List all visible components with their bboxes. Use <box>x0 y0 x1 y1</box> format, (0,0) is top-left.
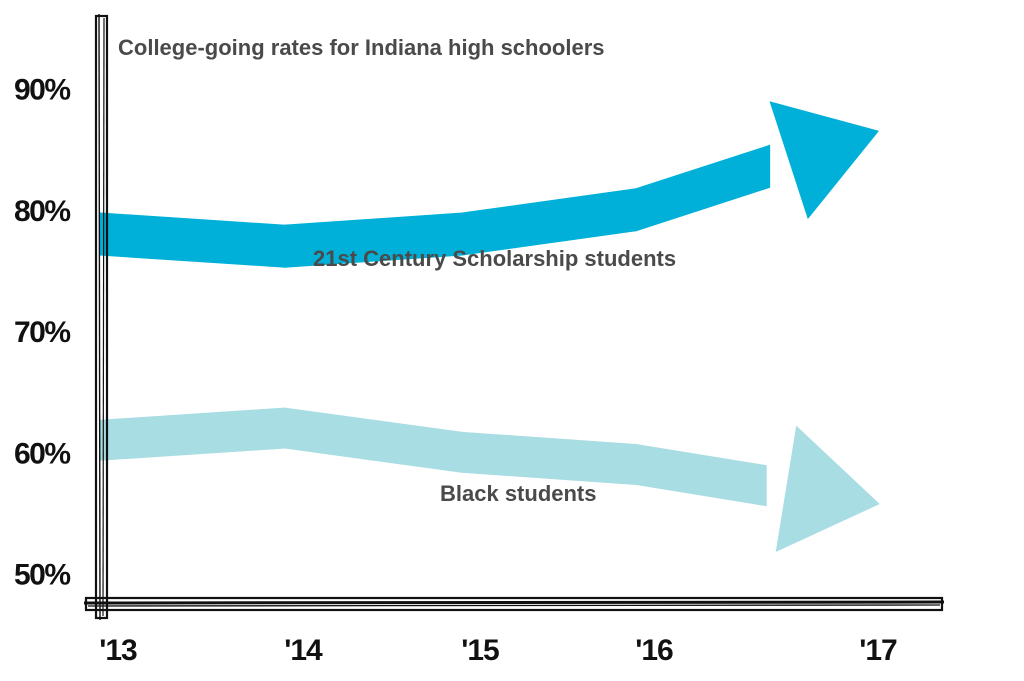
chart-title: College-going rates for Indiana high sch… <box>118 35 605 60</box>
x-axis <box>83 596 945 612</box>
y-tick-labels: 50% 60% 70% 80% 90% <box>14 74 72 592</box>
x-tick-label: '16 <box>635 634 673 667</box>
x-tick-label: '15 <box>461 634 499 667</box>
x-tick-label: '13 <box>99 634 137 667</box>
series-segment <box>284 407 463 473</box>
series-label-scholarship: 21st Century Scholarship students <box>313 246 676 271</box>
series-label-black-students: Black students <box>440 481 597 506</box>
series-scholarship <box>99 101 880 268</box>
y-tick-label: 60% <box>14 437 70 470</box>
series-segment <box>635 144 771 232</box>
series-segment <box>461 431 637 486</box>
y-tick-label: 70% <box>14 316 70 349</box>
series-layer <box>99 101 880 552</box>
y-tick-label: 90% <box>14 74 70 107</box>
series-segment <box>99 407 286 461</box>
series-arrowhead <box>769 101 880 220</box>
x-tick-labels: '13 '14 '15 '16 '17 <box>99 634 898 667</box>
x-tick-label: '14 <box>284 634 323 667</box>
y-tick-label: 80% <box>14 195 70 228</box>
series-segment <box>635 443 767 507</box>
series-segment <box>99 212 286 268</box>
x-tick-label: '17 <box>859 634 897 667</box>
axes-layer <box>83 13 945 621</box>
y-axis <box>94 13 109 621</box>
series-arrowhead <box>775 425 880 552</box>
y-tick-label: 50% <box>14 559 70 592</box>
series-black-students <box>99 407 880 552</box>
